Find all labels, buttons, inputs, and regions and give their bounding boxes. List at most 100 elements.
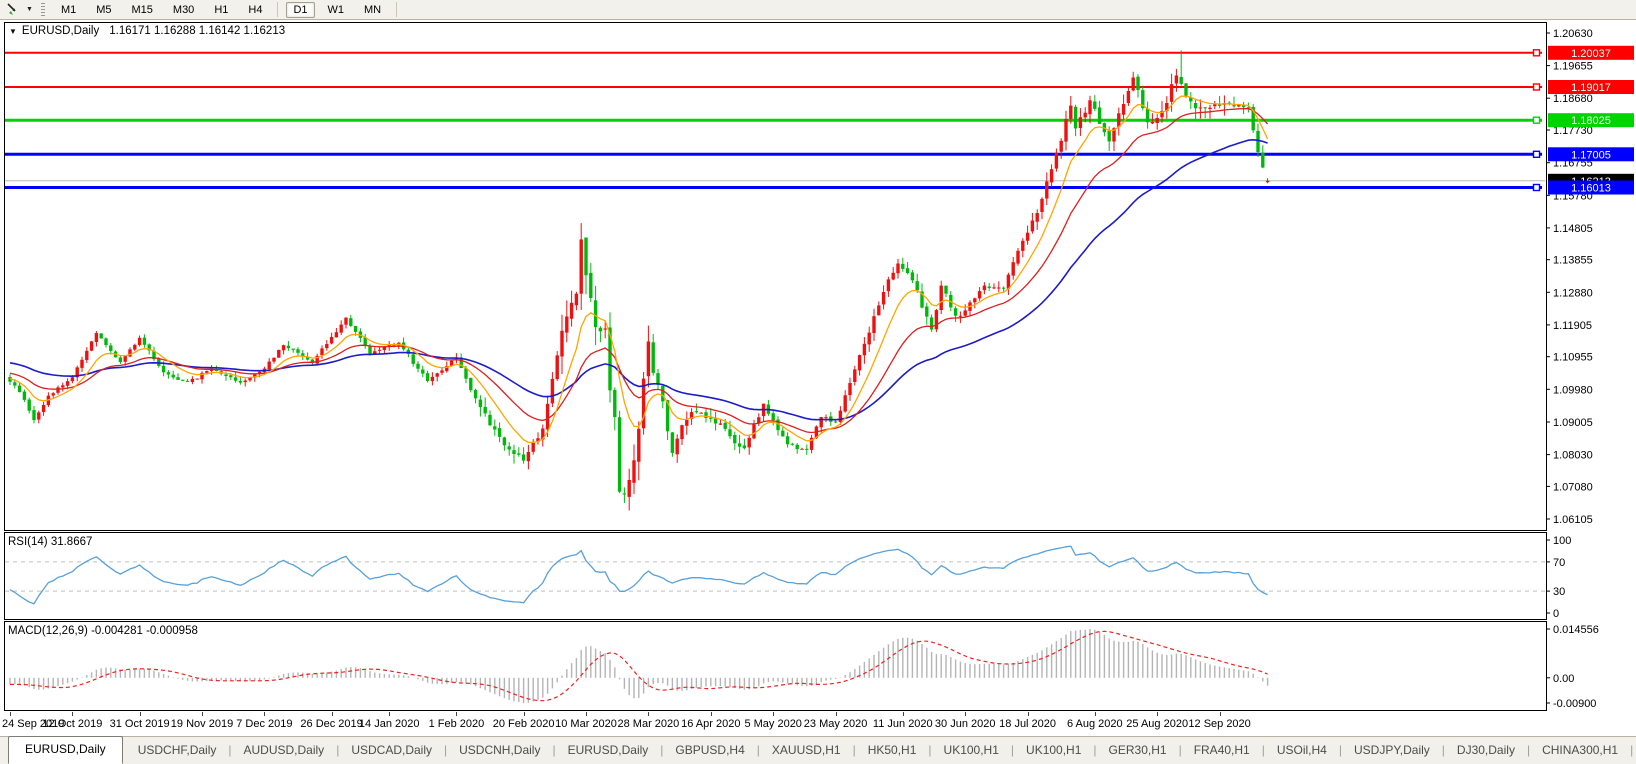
date-label: 25 Aug 2020	[1126, 718, 1189, 730]
date-label: 24 Sep 2019	[2, 718, 65, 730]
chart-tab-usoil-h4[interactable]: USOil,H4	[1276, 743, 1327, 757]
chart-tab-uk100-h1[interactable]: UK100,H1	[943, 743, 999, 757]
timeframe-button-m15[interactable]: M15	[131, 3, 153, 16]
hline-handle[interactable]	[1532, 116, 1541, 124]
price-axis: 1.206301.196551.186801.177301.167551.157…	[1546, 28, 1634, 526]
macd-tick-label: 0.014556	[1553, 624, 1599, 636]
price-chip-1.19017: 1.19017	[1571, 82, 1611, 94]
price-tick-label: 1.09980	[1553, 384, 1593, 396]
date-tick	[1219, 712, 1221, 716]
date-label: 30 Jun 2020	[934, 718, 996, 730]
chart-tab-fra40-h1[interactable]: FRA40,H1	[1193, 743, 1250, 757]
date-label: 31 Oct 2019	[109, 718, 170, 730]
hline-handle[interactable]	[1532, 183, 1541, 192]
tab-divider: |	[1630, 743, 1634, 757]
chart-ohlc-values: 1.16171 1.16288 1.16142 1.16213	[109, 25, 286, 37]
tab-divider: |	[756, 743, 760, 757]
price-plot-border	[4, 22, 1547, 531]
timeframe-button-w1[interactable]: W1	[327, 3, 345, 16]
date-tick	[139, 712, 141, 716]
chart-tab-ger30-h1[interactable]: GER30,H1	[1108, 743, 1167, 757]
price-tick-label: 1.20630	[1553, 28, 1593, 40]
chart-tab-usdcad-daily[interactable]: USDCAD,Daily	[351, 743, 432, 757]
date-tick	[202, 712, 203, 716]
chart-tab-china300-h1[interactable]: CHINA300,H1	[1542, 743, 1619, 757]
rsi-axis: 100 70 30 0	[1546, 535, 1571, 620]
date-tick	[710, 712, 712, 716]
date-tick	[1157, 712, 1159, 716]
date-label: 1 Feb 2020	[428, 718, 485, 730]
ma-fast-line	[9, 95, 1269, 444]
date-tick	[523, 712, 525, 716]
timeframe-button-h1[interactable]: H1	[214, 3, 229, 16]
timeframe-button-h4[interactable]: H4	[248, 3, 263, 16]
date-label: 14 Jan 2020	[358, 718, 420, 730]
chart-tab-eurusd-daily[interactable]: EURUSD,Daily	[8, 736, 123, 764]
chart-tab-gbpusd-h4[interactable]: GBPUSD,H4	[675, 743, 745, 757]
macd-histogram	[9, 629, 1269, 703]
hline-handle[interactable]	[1532, 83, 1541, 91]
ma-mid-line	[9, 107, 1269, 434]
price-tick-label: 1.18680	[1553, 93, 1593, 105]
hline-handle[interactable]	[1532, 49, 1541, 57]
chart-tool-button[interactable]: ▼	[0, 0, 37, 19]
chart-tab-usdcnh-daily[interactable]: USDCNH,Daily	[459, 743, 541, 757]
price-tick-label: 1.19655	[1553, 61, 1593, 73]
horizontal-level-lines	[5, 51, 1542, 189]
chart-tab-dj30-daily[interactable]: DJ30,Daily	[1456, 743, 1515, 757]
rsi-plot-border	[4, 532, 1547, 620]
rsi-tick-label: 0	[1553, 608, 1559, 620]
rsi-line	[9, 545, 1268, 605]
price-chip-1.17005: 1.17005	[1571, 149, 1611, 161]
chart-collapse-icon[interactable]: ▼	[9, 26, 17, 36]
toolbar: ▼ M1 M5 M15 M30 H1 H4 D1 W1 MN	[0, 0, 1636, 20]
crosshair-tool-icon	[6, 2, 23, 17]
date-label: 23 May 2020	[803, 718, 868, 730]
hline-handle[interactable]	[1532, 150, 1541, 159]
price-tick-label: 1.17730	[1553, 125, 1593, 137]
chart-tab-eurusd-daily[interactable]: EURUSD,Daily	[567, 743, 649, 757]
timeframe-button-m30[interactable]: M30	[172, 3, 195, 16]
date-tick	[902, 712, 904, 716]
date-tick	[72, 712, 74, 716]
rsi-panel: 100 70 30 0	[0, 532, 1636, 621]
toolbar-grip[interactable]	[40, 2, 45, 17]
date-label: 26 Dec 2019	[300, 718, 363, 730]
date-label: 11 Jun 2020	[872, 718, 933, 730]
chart-tab-audusd-daily[interactable]: AUDUSD,Daily	[243, 743, 325, 757]
date-label: 16 Apr 2020	[681, 718, 741, 730]
timeframe-button-mn[interactable]: MN	[364, 3, 382, 16]
timeframe-button-d1[interactable]: D1	[286, 1, 315, 18]
tool-dropdown-caret[interactable]: ▼	[26, 6, 33, 13]
macd-plot-border	[4, 621, 1547, 711]
chart-tab-uk100-h1[interactable]: UK100,H1	[1026, 743, 1082, 757]
chart-tab-hk50-h1[interactable]: HK50,H1	[867, 743, 917, 757]
date-label: 18 Jul 2020	[999, 718, 1057, 730]
tab-divider: |	[228, 743, 232, 757]
date-label: 12 Sep 2020	[1188, 718, 1251, 730]
date-tick	[456, 712, 458, 716]
rsi-tick-label: 30	[1553, 586, 1565, 598]
tab-divider: |	[928, 743, 932, 757]
chart-symbol-label: EURUSD,Daily	[21, 25, 100, 37]
price-tick-label: 1.07080	[1553, 481, 1593, 493]
rsi-tick-label: 100	[1553, 535, 1571, 547]
date-label: 12 Oct 2019	[42, 718, 103, 730]
price-tick-label: 1.11905	[1553, 320, 1592, 332]
timeframe-button-m1[interactable]: M1	[60, 3, 77, 16]
tab-divider: |	[336, 743, 340, 757]
price-chip-1.18025: 1.18025	[1571, 115, 1611, 127]
tab-divider: |	[852, 743, 856, 757]
tab-divider: |	[1526, 743, 1531, 757]
ma-slow-line	[9, 138, 1268, 421]
chart-tab-usdjpy-daily[interactable]: USDJPY,Daily	[1353, 743, 1430, 757]
macd-signal-line	[10, 630, 1268, 702]
date-tick	[586, 712, 587, 716]
date-tick	[648, 712, 650, 716]
chart-tab-xauusd-h1[interactable]: XAUUSD,H1	[771, 743, 841, 757]
rsi-tick-label: 70	[1553, 557, 1565, 569]
timeframe-button-m5[interactable]: M5	[96, 3, 112, 16]
date-tick	[773, 712, 775, 716]
chart-tab-usdchf-daily[interactable]: USDCHF,Daily	[137, 743, 217, 757]
